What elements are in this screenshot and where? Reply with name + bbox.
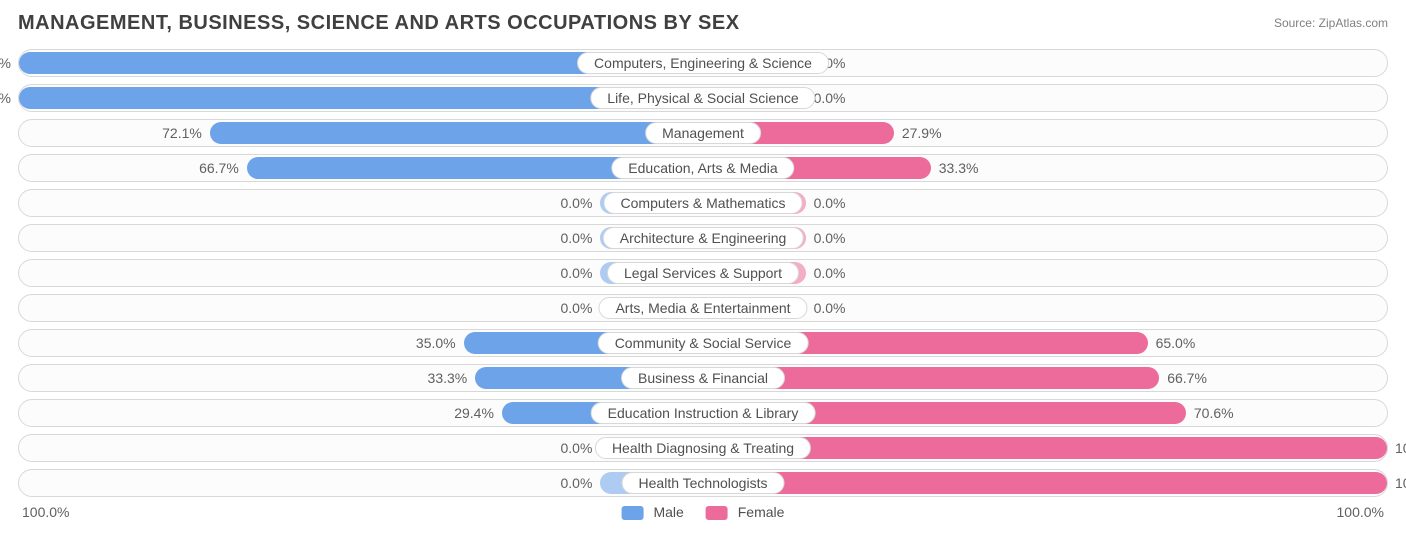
chart-row: 0.0% 0.0% Legal Services & Support xyxy=(18,259,1388,287)
male-value: 0.0% xyxy=(560,295,600,321)
legend-male-label: Male xyxy=(653,504,683,520)
chart-title: MANAGEMENT, BUSINESS, SCIENCE AND ARTS O… xyxy=(18,12,740,35)
chart-rows: 100.0%0.0%Computers, Engineering & Scien… xyxy=(18,49,1388,497)
female-value: 0.0% xyxy=(806,225,846,251)
category-label: Architecture & Engineering xyxy=(603,227,804,249)
chart-row: 0.0% 0.0%Computers & Mathematics xyxy=(18,189,1388,217)
male-value: 72.1% xyxy=(162,120,210,146)
female-value: 33.3% xyxy=(931,155,979,181)
chart-row: 72.1% 27.9% Management xyxy=(18,119,1388,147)
chart-source: Source: ZipAtlas.com xyxy=(1274,16,1388,30)
chart-row: 0.0%100.0%Health Diagnosing & Treating xyxy=(18,434,1388,462)
chart-row: 66.7% 33.3% Education, Arts & Media xyxy=(18,154,1388,182)
male-value: 0.0% xyxy=(560,260,600,286)
female-value: 0.0% xyxy=(806,260,846,286)
male-value: 35.0% xyxy=(416,330,464,356)
male-value: 100.0% xyxy=(0,50,19,76)
category-label: Arts, Media & Entertainment xyxy=(598,297,807,319)
male-value: 33.3% xyxy=(428,365,476,391)
female-bar xyxy=(703,472,1387,494)
chart-header: MANAGEMENT, BUSINESS, SCIENCE AND ARTS O… xyxy=(18,12,1388,35)
occupations-by-sex-chart: MANAGEMENT, BUSINESS, SCIENCE AND ARTS O… xyxy=(0,0,1406,559)
male-value: 66.7% xyxy=(199,155,247,181)
axis-right-label: 100.0% xyxy=(1337,504,1384,520)
legend-female-swatch xyxy=(706,506,728,520)
chart-row: 33.3% 66.7% Business & Financial xyxy=(18,364,1388,392)
category-label: Life, Physical & Social Science xyxy=(590,87,815,109)
category-label: Health Technologists xyxy=(622,472,785,494)
female-value: 0.0% xyxy=(806,295,846,321)
male-value: 29.4% xyxy=(454,400,502,426)
legend-male: Male xyxy=(622,504,684,520)
chart-row: 0.0%100.0%Health Technologists xyxy=(18,469,1388,497)
female-value: 100.0% xyxy=(1387,435,1406,461)
chart-axis: 100.0% Male Female 100.0% xyxy=(18,504,1388,520)
male-value: 0.0% xyxy=(560,225,600,251)
legend-female-label: Female xyxy=(738,504,785,520)
female-value: 66.7% xyxy=(1159,365,1207,391)
male-value: 0.0% xyxy=(560,470,600,496)
category-label: Business & Financial xyxy=(621,367,785,389)
female-value: 70.6% xyxy=(1186,400,1234,426)
chart-row: 100.0%0.0%Computers, Engineering & Scien… xyxy=(18,49,1388,77)
chart-row: 0.0% 0.0%Arts, Media & Entertainment xyxy=(18,294,1388,322)
category-label: Management xyxy=(645,122,761,144)
category-label: Community & Social Service xyxy=(598,332,809,354)
male-bar xyxy=(210,122,703,144)
legend-female: Female xyxy=(706,504,785,520)
category-label: Education, Arts & Media xyxy=(611,157,794,179)
male-value: 100.0% xyxy=(0,85,19,111)
axis-left-label: 100.0% xyxy=(22,504,69,520)
female-value: 100.0% xyxy=(1387,470,1406,496)
female-value: 0.0% xyxy=(806,190,846,216)
category-label: Computers, Engineering & Science xyxy=(577,52,829,74)
chart-row: 35.0% 65.0% Community & Social Service xyxy=(18,329,1388,357)
chart-row: 0.0% 0.0%Architecture & Engineering xyxy=(18,224,1388,252)
female-value: 65.0% xyxy=(1148,330,1196,356)
female-value: 27.9% xyxy=(894,120,942,146)
category-label: Computers & Mathematics xyxy=(604,192,803,214)
category-label: Education Instruction & Library xyxy=(591,402,816,424)
male-value: 0.0% xyxy=(560,190,600,216)
legend-male-swatch xyxy=(622,506,644,520)
chart-row: 29.4% 70.6% Education Instruction & Librar… xyxy=(18,399,1388,427)
chart-row: 100.0%0.0%Life, Physical & Social Scienc… xyxy=(18,84,1388,112)
category-label: Legal Services & Support xyxy=(607,262,799,284)
chart-legend: Male Female xyxy=(622,504,785,520)
category-label: Health Diagnosing & Treating xyxy=(595,437,811,459)
